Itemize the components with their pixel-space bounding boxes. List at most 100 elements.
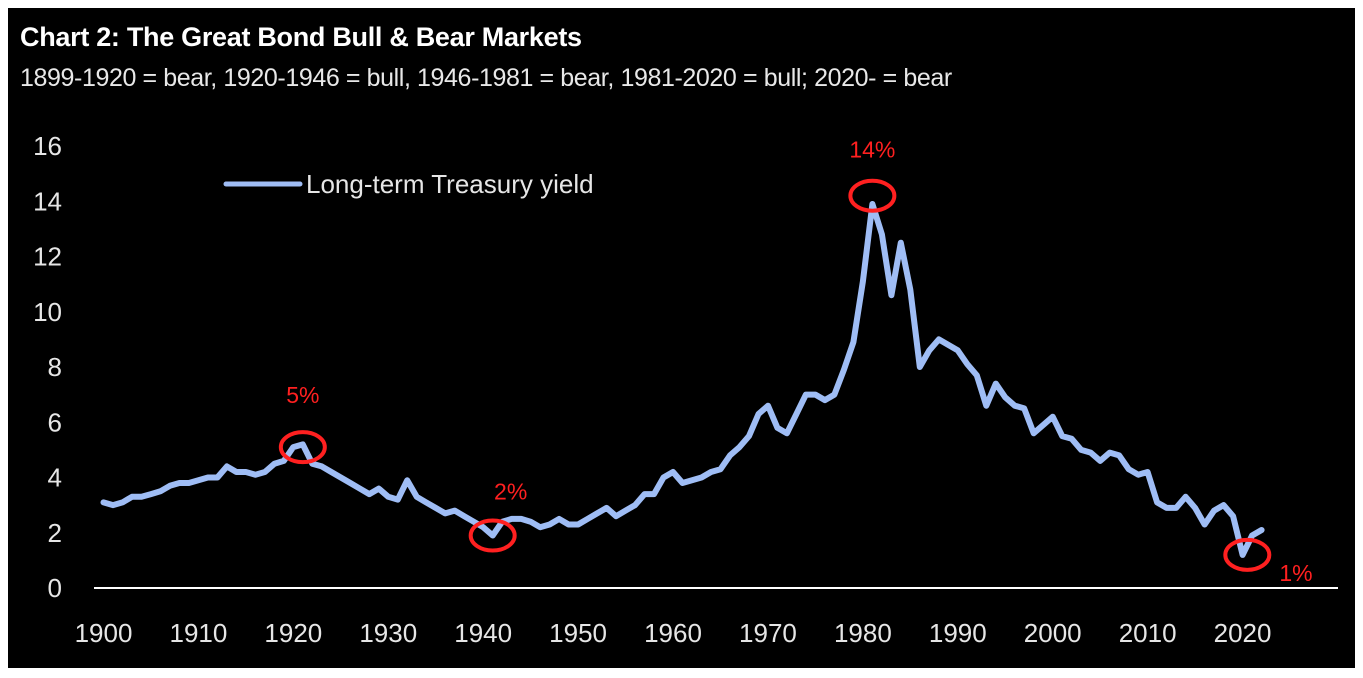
data-point bbox=[1164, 506, 1169, 510]
data-point bbox=[747, 434, 751, 438]
x-tick-label: 1910 bbox=[169, 618, 227, 648]
annotation-circle bbox=[848, 178, 897, 213]
data-point bbox=[1003, 395, 1008, 400]
data-point bbox=[813, 392, 818, 397]
data-point bbox=[756, 412, 761, 416]
x-tick-label: 2000 bbox=[1024, 618, 1082, 648]
data-point bbox=[794, 412, 799, 416]
chart-title: Chart 2: The Great Bond Bull & Bear Mark… bbox=[20, 22, 582, 52]
data-point bbox=[823, 398, 827, 402]
chart-frame: Chart 2: The Great Bond Bull & Bear Mark… bbox=[8, 8, 1355, 668]
data-point bbox=[168, 484, 172, 488]
chart-subtitle: 1899-1920 = bear, 1920-1946 = bull, 1946… bbox=[20, 64, 952, 92]
y-tick-label: 2 bbox=[48, 518, 62, 548]
data-point bbox=[471, 519, 476, 524]
data-point bbox=[766, 403, 770, 408]
data-point bbox=[1022, 406, 1026, 411]
data-point bbox=[699, 475, 704, 480]
data-point bbox=[1231, 514, 1235, 518]
data-point bbox=[927, 348, 932, 353]
x-tick-label: 2010 bbox=[1119, 618, 1177, 648]
data-point bbox=[339, 475, 343, 480]
data-point bbox=[462, 514, 467, 518]
data-point bbox=[320, 464, 324, 469]
data-point bbox=[414, 495, 419, 499]
data-point bbox=[538, 525, 542, 529]
x-tick-label: 1900 bbox=[75, 618, 133, 648]
data-point bbox=[718, 467, 723, 472]
data-point bbox=[377, 486, 381, 491]
data-point bbox=[557, 517, 561, 521]
data-point bbox=[671, 470, 675, 474]
data-point bbox=[652, 492, 656, 496]
data-point bbox=[937, 337, 941, 342]
annotation-layer: 5% 2% 14% 1% bbox=[278, 137, 1313, 586]
data-point bbox=[481, 525, 486, 529]
data-point bbox=[1050, 414, 1055, 419]
data-point bbox=[1250, 533, 1254, 538]
series-line bbox=[100, 201, 1265, 558]
data-point bbox=[861, 279, 865, 284]
data-point bbox=[804, 392, 808, 397]
data-point bbox=[1221, 503, 1226, 507]
data-point bbox=[1145, 470, 1150, 474]
data-point bbox=[1069, 437, 1074, 441]
data-point bbox=[528, 519, 533, 524]
y-tick-label: 0 bbox=[48, 573, 62, 603]
data-point bbox=[158, 489, 163, 494]
data-point bbox=[291, 445, 296, 449]
data-point bbox=[206, 475, 210, 480]
data-point bbox=[187, 481, 191, 485]
data-point bbox=[975, 373, 979, 378]
data-point bbox=[215, 475, 220, 480]
data-point bbox=[880, 232, 884, 237]
annotation-label: 1% bbox=[1279, 560, 1312, 586]
data-point bbox=[101, 500, 106, 505]
data-point bbox=[1060, 434, 1064, 438]
data-point bbox=[1088, 450, 1093, 455]
data-point bbox=[832, 392, 837, 397]
data-point bbox=[301, 442, 305, 447]
data-point bbox=[889, 293, 894, 298]
data-point bbox=[1013, 403, 1017, 408]
legend: Long-term Treasury yield bbox=[223, 169, 594, 199]
data-point bbox=[329, 470, 334, 474]
data-point bbox=[196, 478, 201, 483]
data-point bbox=[405, 478, 410, 483]
data-point bbox=[1041, 423, 1045, 427]
annotation-circle bbox=[1223, 537, 1272, 572]
x-tick-label: 1950 bbox=[549, 618, 607, 648]
data-point bbox=[386, 495, 391, 499]
data-point bbox=[908, 287, 913, 292]
y-axis-labels: 0 2 4 6 8 10 12 14 16 bbox=[33, 131, 62, 603]
data-point bbox=[994, 381, 998, 386]
data-point bbox=[775, 426, 780, 430]
x-tick-label: 1980 bbox=[834, 618, 892, 648]
data-point bbox=[547, 522, 552, 527]
data-point bbox=[956, 348, 960, 353]
data-point bbox=[1107, 450, 1112, 455]
y-tick-label: 4 bbox=[48, 463, 62, 493]
data-point bbox=[177, 481, 182, 485]
data-point bbox=[870, 202, 875, 206]
data-point bbox=[842, 368, 846, 372]
data-point bbox=[595, 511, 599, 516]
data-point bbox=[604, 506, 609, 510]
data-point bbox=[253, 472, 258, 477]
data-point bbox=[642, 492, 647, 496]
data-point bbox=[139, 495, 144, 499]
data-point bbox=[1212, 508, 1216, 513]
data-point bbox=[1117, 453, 1121, 458]
data-point bbox=[111, 503, 115, 507]
data-point bbox=[614, 514, 618, 518]
x-tick-label: 1960 bbox=[644, 618, 702, 648]
data-point bbox=[348, 481, 353, 485]
y-tick-label: 6 bbox=[48, 407, 62, 437]
data-point bbox=[358, 486, 362, 491]
data-point bbox=[946, 343, 951, 347]
series-layer bbox=[100, 201, 1265, 558]
data-point bbox=[680, 481, 685, 485]
data-point bbox=[690, 478, 694, 483]
y-tick-label: 10 bbox=[33, 297, 62, 327]
x-tick-label: 1930 bbox=[359, 618, 417, 648]
